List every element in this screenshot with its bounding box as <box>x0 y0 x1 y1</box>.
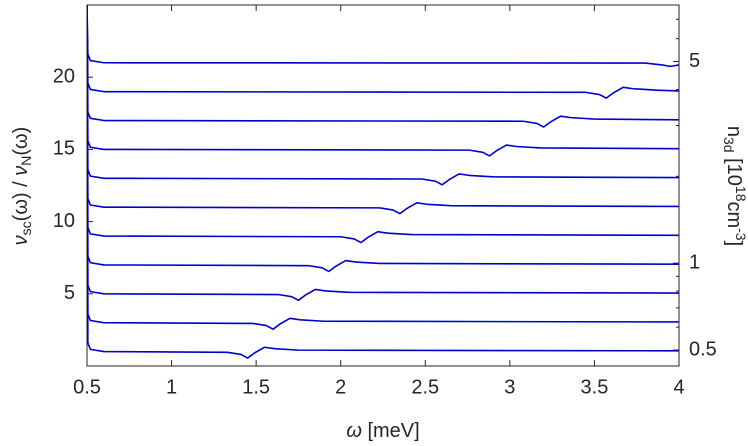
x-tick-label: 4 <box>673 376 684 398</box>
y-axis-label: νsc(ω) / νN(ω) <box>10 127 33 246</box>
x-tick-label: 1.5 <box>242 376 270 398</box>
curve <box>87 5 679 244</box>
y-tick-label: 5 <box>64 282 75 304</box>
x-tick-label: 2.5 <box>411 376 439 398</box>
curve <box>87 5 679 68</box>
y-tick-label: 20 <box>53 65 75 87</box>
x-tick-label: 0.5 <box>73 376 101 398</box>
curve <box>87 5 679 273</box>
x-axis-label: ω [meV] <box>346 420 419 442</box>
y2-axis-label: n3d [1018cm-3] <box>721 126 748 246</box>
curve <box>87 5 679 215</box>
curve <box>87 5 679 302</box>
y-tick-label: 15 <box>53 138 75 160</box>
y2-tick-label: 1 <box>689 251 700 273</box>
x-tick-label: 3 <box>504 376 515 398</box>
axes-box <box>86 4 680 367</box>
curve <box>87 5 679 157</box>
x-tick-label: 3.5 <box>581 376 609 398</box>
curve <box>87 5 679 330</box>
x-tick-label: 1 <box>166 376 177 398</box>
y-tick-label: 10 <box>53 210 75 232</box>
curve <box>87 5 679 99</box>
y2-tick-label: 5 <box>689 50 700 72</box>
curve <box>87 5 679 128</box>
x-tick-label: 2 <box>335 376 346 398</box>
plot-area <box>87 5 679 359</box>
curve <box>87 5 679 359</box>
y2-tick-label: 0.5 <box>689 338 717 360</box>
curve <box>87 5 679 186</box>
